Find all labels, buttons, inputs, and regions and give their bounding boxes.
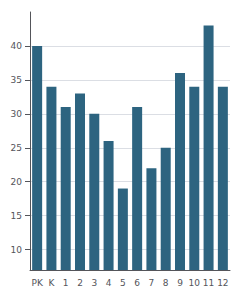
svg-text:10: 10: [11, 245, 23, 255]
svg-text:PK: PK: [31, 278, 43, 288]
svg-text:10: 10: [189, 278, 201, 288]
svg-text:8: 8: [163, 278, 169, 288]
svg-text:4: 4: [106, 278, 112, 288]
svg-text:2: 2: [77, 278, 83, 288]
svg-text:20: 20: [11, 177, 23, 187]
svg-text:12: 12: [217, 278, 228, 288]
svg-text:40: 40: [11, 41, 23, 51]
svg-text:11: 11: [203, 278, 214, 288]
svg-text:15: 15: [11, 211, 22, 221]
svg-text:5: 5: [120, 278, 126, 288]
svg-text:35: 35: [11, 75, 22, 85]
svg-text:1: 1: [63, 278, 69, 288]
svg-text:25: 25: [11, 143, 22, 153]
svg-text:3: 3: [91, 278, 97, 288]
svg-text:6: 6: [134, 278, 140, 288]
svg-text:7: 7: [149, 278, 155, 288]
svg-text:K: K: [48, 278, 55, 288]
svg-text:9: 9: [177, 278, 183, 288]
svg-text:30: 30: [11, 109, 23, 119]
